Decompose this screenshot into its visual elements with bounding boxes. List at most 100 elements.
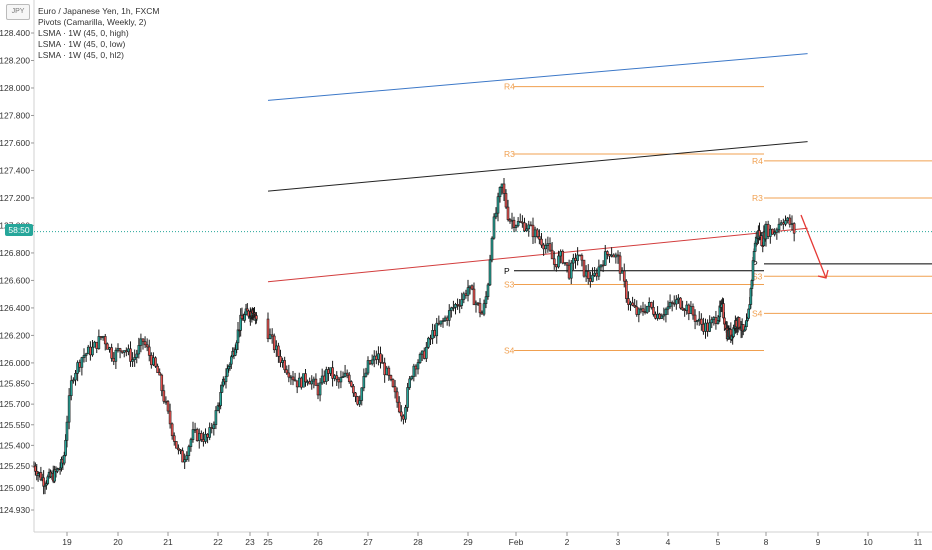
candle-body <box>643 311 647 313</box>
candle-body <box>412 365 416 377</box>
candle-body <box>230 356 233 365</box>
candle-body <box>137 345 141 355</box>
y-tick-label: 126.400 <box>0 303 30 313</box>
candle-body <box>599 264 603 268</box>
candle-body <box>268 334 272 339</box>
candle-body <box>191 429 195 440</box>
candle-body <box>786 217 789 221</box>
candle-body <box>78 362 82 368</box>
y-tick-label: 125.850 <box>0 379 30 389</box>
legend-lsma-hl2[interactable]: LSMA · 1W (45, 0, hl2) <box>38 50 124 60</box>
y-tick-label: 125.250 <box>0 461 30 471</box>
candle-body <box>389 375 393 380</box>
candle-body <box>227 366 230 370</box>
candle-body <box>625 280 628 299</box>
candle-body <box>320 375 324 384</box>
candle-body <box>170 423 174 437</box>
candle-body <box>272 335 276 351</box>
forecast-arrow[interactable] <box>800 214 827 279</box>
candle-body <box>606 251 609 255</box>
candle-body <box>202 439 205 442</box>
pivot-label-w1-p: P <box>504 266 510 276</box>
candle-body <box>197 433 201 441</box>
legend-lsma-high[interactable]: LSMA · 1W (45, 0, high) <box>38 28 129 38</box>
candle-body <box>185 455 189 460</box>
pivot-label-w2-s3: S3 <box>752 271 763 281</box>
candle-body <box>172 435 176 442</box>
x-tick-label: 25 <box>263 537 273 547</box>
candle-body <box>443 317 447 321</box>
candle-body <box>156 365 159 373</box>
symbol-badge[interactable]: JPY <box>6 4 30 20</box>
candle-body <box>375 355 378 360</box>
candle-body <box>327 369 330 374</box>
candle-body <box>616 254 620 257</box>
y-tick-label: 125.090 <box>0 483 30 493</box>
x-tick-label: 8 <box>764 537 769 547</box>
y-tick-label: 125.400 <box>0 440 30 450</box>
candle-body <box>679 297 682 309</box>
candle-body <box>710 319 714 324</box>
candle-body <box>744 326 747 331</box>
candle-body <box>454 304 457 308</box>
candle-body <box>224 375 228 383</box>
candle-body <box>212 424 216 429</box>
candle-body <box>681 307 684 311</box>
lsma-high-line <box>267 53 808 101</box>
candle-body <box>91 346 94 356</box>
candle-body <box>147 346 151 356</box>
candle-body <box>550 249 554 260</box>
candle-body <box>316 385 320 396</box>
candle-body <box>34 465 37 472</box>
x-tick-label: 29 <box>463 537 473 547</box>
candle-body <box>668 302 672 308</box>
x-tick-label: 10 <box>863 537 873 547</box>
candle-body <box>514 225 518 228</box>
candle-body <box>627 298 630 305</box>
candle-body <box>494 212 498 218</box>
legend-pivots[interactable]: Pivots (Camarilla, Weekly, 2) <box>38 17 147 27</box>
candle-body <box>366 360 370 374</box>
candle-body <box>601 264 605 267</box>
candle-body <box>580 255 584 261</box>
candle-body <box>385 367 389 376</box>
candle-body <box>266 318 270 339</box>
candle-body <box>647 302 651 307</box>
candle-body <box>152 357 155 366</box>
candle-body <box>214 410 218 426</box>
candle-body <box>569 262 573 279</box>
candle-body <box>714 317 718 324</box>
candle-body <box>46 476 50 484</box>
candle-body <box>572 257 575 264</box>
candle-body <box>358 400 361 405</box>
candle-body <box>127 348 130 353</box>
candle-body <box>362 376 366 389</box>
candle-body <box>766 223 770 237</box>
y-tick-label: 128.200 <box>0 55 30 65</box>
candle-body <box>84 353 88 356</box>
candle-body <box>125 350 128 353</box>
candle-body <box>496 196 500 214</box>
candle-body <box>603 251 607 266</box>
candle-body <box>702 323 705 332</box>
candle-body <box>652 306 655 315</box>
candle-body <box>345 372 349 376</box>
candle-body <box>445 317 449 321</box>
candle-body <box>531 224 535 238</box>
y-tick-label: 126.600 <box>0 275 30 285</box>
candle-body <box>777 223 781 231</box>
candle-body <box>429 337 432 340</box>
candle-body <box>662 314 666 317</box>
candle-body <box>391 379 395 387</box>
candle-body <box>339 377 343 383</box>
candle-body <box>427 337 430 348</box>
legend-title[interactable]: Euro / Japanese Yen, 1h, FXCM <box>38 6 160 16</box>
candle-body <box>658 313 661 319</box>
candle-body <box>586 271 590 279</box>
x-tick-label: 19 <box>62 537 72 547</box>
legend-lsma-low[interactable]: LSMA · 1W (45, 0, low) <box>38 39 126 49</box>
candle-body <box>450 307 453 311</box>
candle-body <box>206 433 209 438</box>
pivot-label-w2-s4: S4 <box>752 308 763 318</box>
